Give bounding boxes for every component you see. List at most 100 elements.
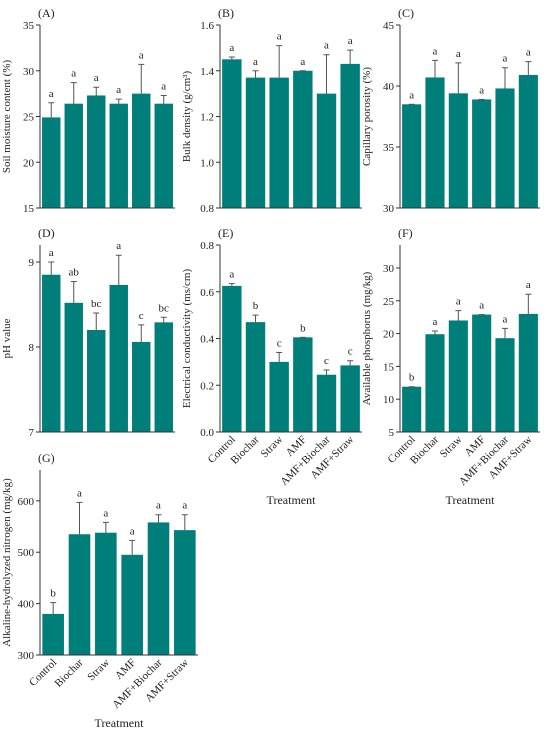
bar	[245, 322, 266, 432]
error-bar	[432, 330, 438, 335]
panel-title: (C)	[398, 6, 414, 20]
y-tick-label: 45	[383, 20, 395, 32]
y-tick-label: 0.8	[200, 203, 214, 215]
bar	[132, 341, 151, 432]
significance-letter: a	[49, 88, 54, 100]
bar	[518, 75, 538, 209]
significance-letter: a	[156, 500, 161, 512]
bar	[95, 532, 117, 655]
x-tick-label: Straw	[259, 434, 286, 461]
y-axis-label: Capillary porosity (%)	[361, 67, 373, 166]
y-tick-label: 15	[383, 361, 395, 373]
y-tick-label: 7	[29, 427, 35, 439]
y-tick-label: 300	[18, 650, 35, 662]
significance-letter: a	[503, 53, 508, 65]
y-tick-label: 10	[383, 394, 395, 406]
error-bar	[228, 56, 235, 60]
y-tick-label: 0.2	[200, 380, 214, 392]
y-axis-label: Soil moisture content (%)	[1, 59, 13, 173]
significance-letter: c	[324, 355, 329, 367]
error-bar	[432, 59, 438, 78]
bar	[42, 117, 61, 208]
significance-letter: a	[116, 84, 121, 96]
significance-letter: a	[479, 300, 484, 312]
error-bar	[525, 61, 532, 76]
bar	[147, 522, 170, 655]
error-bar	[347, 360, 354, 366]
bar	[132, 93, 151, 208]
bar	[64, 302, 83, 432]
error-bar	[50, 602, 57, 614]
error-bar	[252, 314, 259, 323]
error-bar	[181, 514, 188, 531]
bar	[293, 70, 313, 208]
bar	[269, 361, 289, 432]
error-bar	[252, 70, 259, 78]
significance-letter: bc	[159, 302, 170, 314]
significance-letter: a	[161, 80, 166, 92]
bar	[245, 77, 266, 208]
x-tick-label: Straw	[438, 434, 465, 461]
x-axis-label: Treatment	[95, 716, 145, 730]
y-tick-label: 1.2	[200, 112, 214, 124]
error-bar	[455, 62, 462, 94]
significance-letter: a	[526, 47, 531, 59]
x-axis-label: Treatment	[267, 493, 317, 507]
y-tick-label: 30	[23, 66, 35, 78]
significance-letter: a	[503, 313, 508, 325]
significance-letter: a	[71, 68, 76, 80]
significance-letter: c	[139, 310, 144, 322]
y-tick-label: 8	[29, 342, 35, 354]
y-tick-label: 25	[383, 296, 395, 308]
y-tick-label: 35	[23, 20, 35, 32]
panel-title: (A)	[38, 6, 55, 20]
significance-letter: ab	[69, 267, 80, 279]
significance-letter: b	[253, 300, 259, 312]
significance-letter: a	[94, 72, 99, 84]
significance-letter: a	[253, 56, 258, 68]
error-bar	[347, 49, 354, 64]
bar	[340, 63, 360, 209]
bar	[495, 88, 515, 208]
significance-letter: a	[300, 56, 305, 68]
y-tick-label: 600	[18, 496, 35, 508]
error-bar	[525, 293, 532, 314]
error-bar	[70, 281, 77, 303]
error-bar	[160, 94, 167, 104]
bar	[425, 77, 445, 209]
x-tick-label: Biochar	[53, 656, 86, 689]
error-bar	[138, 324, 145, 342]
y-tick-label: 0.4	[200, 334, 214, 346]
y-tick-label: 25	[23, 112, 35, 124]
significance-letter: a	[456, 296, 461, 308]
error-bar	[276, 352, 283, 362]
bar	[68, 534, 91, 655]
significance-letter: b	[409, 372, 415, 384]
error-bar	[138, 63, 145, 94]
significance-letter: a	[456, 48, 461, 60]
y-tick-label: 40	[383, 81, 395, 93]
y-tick-label: 0.8	[200, 240, 214, 252]
error-bar	[102, 521, 109, 533]
panel-title: (D)	[38, 226, 55, 240]
error-bar	[160, 316, 167, 323]
error-bar	[323, 54, 330, 94]
y-tick-label: 5	[389, 427, 395, 439]
error-bar	[502, 67, 508, 89]
y-tick-label: 15	[23, 203, 35, 215]
error-bar	[323, 369, 330, 375]
y-tick-label: 9	[29, 257, 35, 269]
y-axis-label: Available phosphorus (mg/kg)	[361, 271, 373, 405]
panel-title: (F)	[398, 226, 413, 240]
bar	[316, 374, 337, 432]
error-bar	[276, 45, 283, 78]
y-axis-label: Electrical conductivity (ms/cm)	[181, 269, 193, 409]
bar	[121, 554, 143, 655]
error-bar	[115, 254, 122, 285]
bar	[448, 93, 468, 208]
x-tick-label: Straw	[85, 657, 112, 684]
y-tick-label: 20	[23, 157, 35, 169]
bar	[316, 93, 337, 208]
